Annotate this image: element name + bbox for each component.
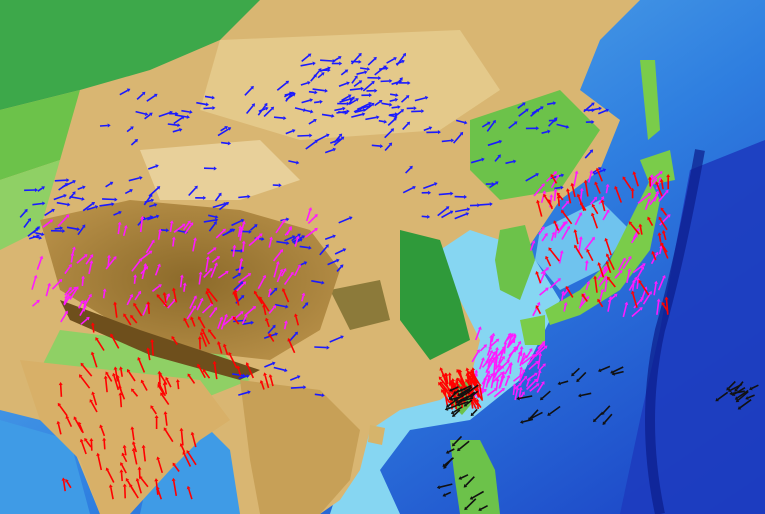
tibetan-plateau xyxy=(40,200,340,360)
india xyxy=(20,360,230,514)
sichuan-basin xyxy=(330,280,390,330)
hainan xyxy=(368,425,385,445)
west-steppe xyxy=(0,160,60,250)
tarim-basin xyxy=(140,140,300,200)
trench xyxy=(645,149,705,514)
philippines xyxy=(450,440,500,514)
sea-of-japan xyxy=(535,200,630,290)
siberia-lowland xyxy=(0,0,260,110)
sakhalin xyxy=(640,60,660,140)
north-plain xyxy=(0,90,80,180)
manchuria-plain xyxy=(470,90,600,200)
indochina xyxy=(240,380,360,514)
kyushu xyxy=(520,315,545,345)
himalaya xyxy=(60,300,260,380)
deep-ocean xyxy=(620,140,765,514)
north-china-plain xyxy=(400,230,470,360)
korea xyxy=(495,225,535,300)
mongolia-gobi xyxy=(200,30,500,140)
